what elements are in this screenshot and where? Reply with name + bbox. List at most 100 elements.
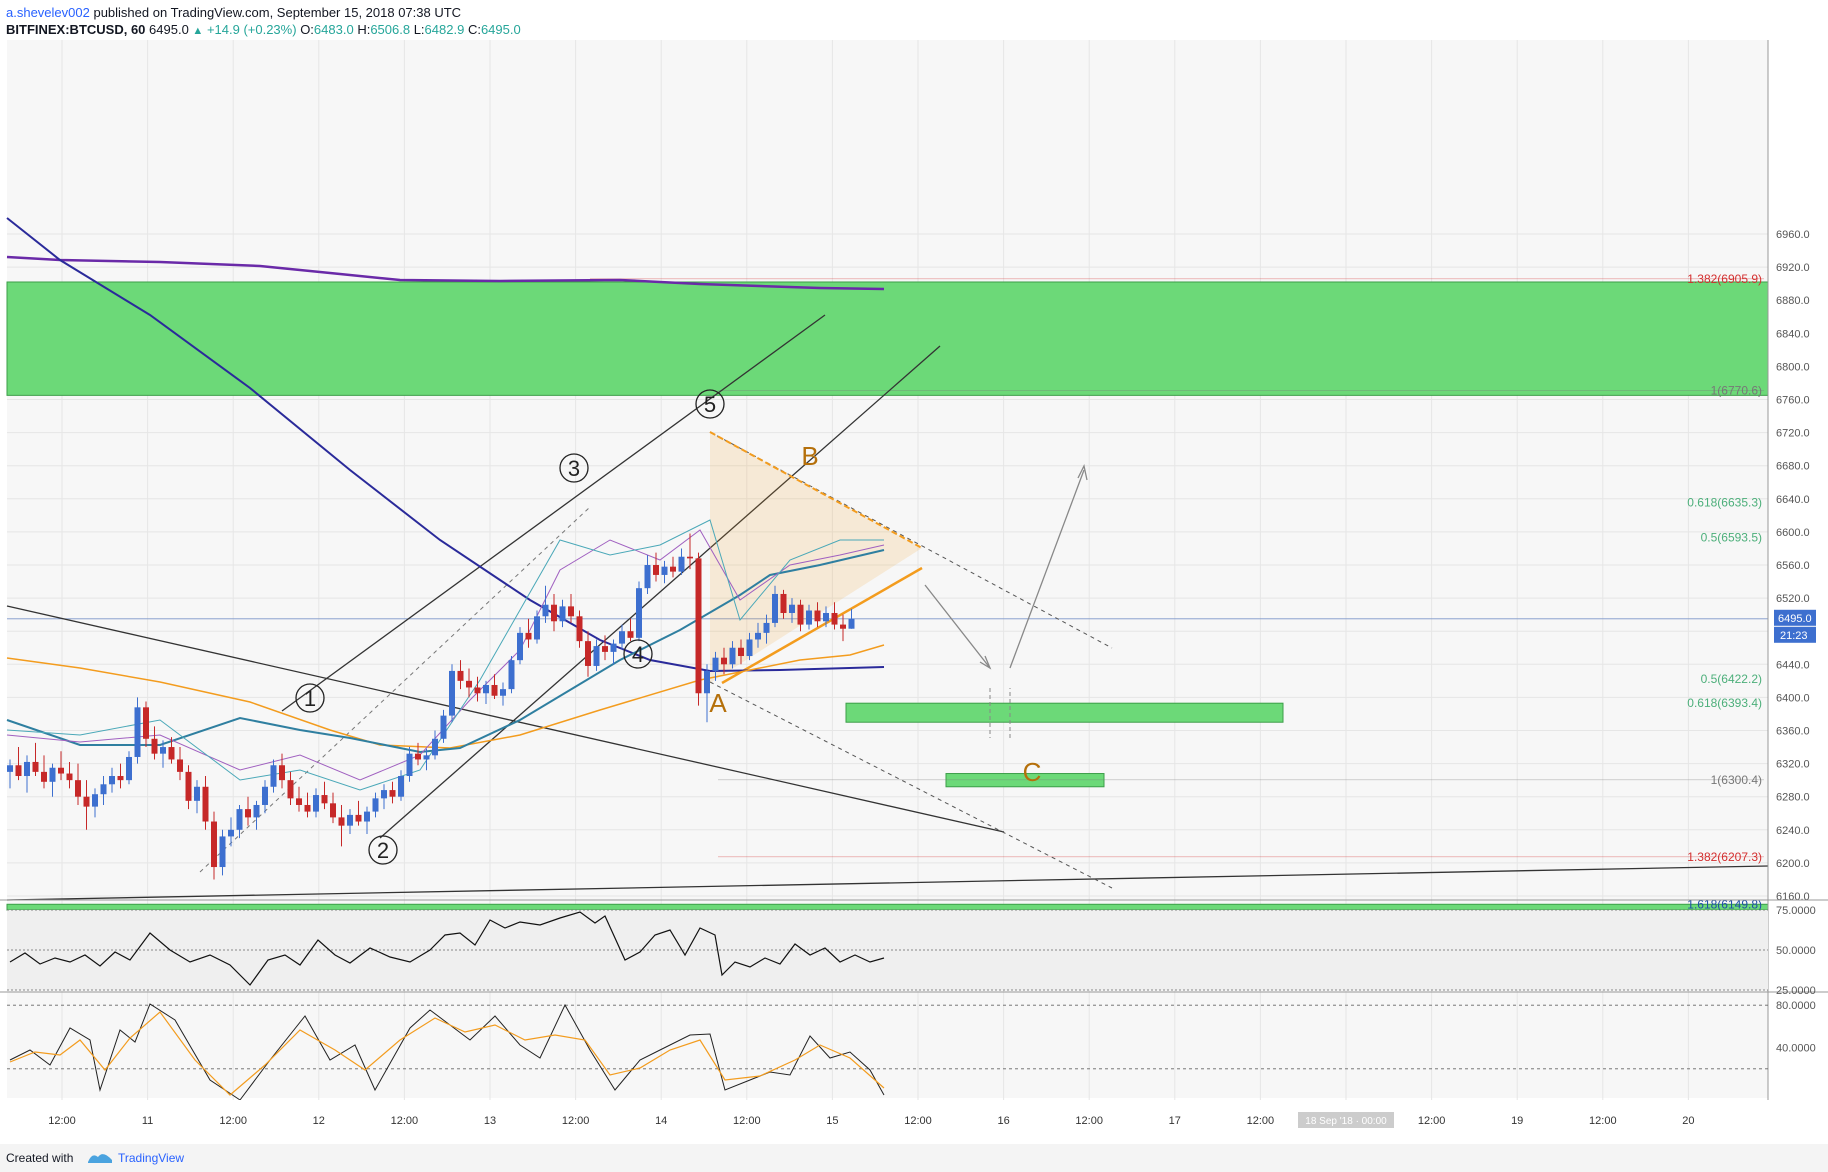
candle-body — [772, 593, 778, 623]
price-tick-label: 6240.0 — [1776, 825, 1810, 837]
wave-label-3: 3 — [568, 456, 580, 481]
candle-body — [279, 765, 285, 781]
wave-label-circle — [623, 639, 653, 669]
wave-label-circle — [368, 835, 398, 865]
candle-body — [576, 616, 583, 642]
time-tick-label: 12:00 — [1589, 1115, 1617, 1127]
candle-body — [330, 803, 336, 818]
candle-body — [66, 773, 73, 781]
triangle-lower-extension — [709, 681, 1113, 889]
long-support-trendline — [6, 865, 1769, 901]
ma-200-line — [6, 255, 885, 291]
stoch-d-line — [9, 1011, 885, 1096]
candle-body — [627, 631, 634, 638]
candle-body — [474, 687, 481, 694]
candle-body — [270, 765, 277, 787]
time-tick-label: 15 — [826, 1115, 838, 1127]
candle-body — [202, 786, 209, 822]
price-tick-label: 6960.0 — [1776, 229, 1810, 241]
price-tick-label: 6920.0 — [1776, 262, 1810, 274]
candle-body — [831, 612, 838, 625]
price-tick-label: 6360.0 — [1776, 726, 1810, 738]
candle-body — [296, 798, 302, 805]
high-label: H: — [357, 22, 371, 37]
candle-body — [24, 761, 30, 777]
wave-label-circle — [559, 453, 589, 483]
price-tick-label: 6520.0 — [1776, 593, 1810, 605]
ma-100-line — [6, 217, 885, 673]
time-tick-label: 11 — [142, 1115, 153, 1127]
candle-body — [253, 804, 260, 818]
candle-body — [15, 765, 22, 777]
candle-body — [440, 715, 447, 739]
candle-body — [780, 593, 787, 613]
time-tick-label: 12:00 — [562, 1115, 590, 1127]
time-tick-label: 12:00 — [1075, 1115, 1103, 1127]
candle-body — [262, 786, 268, 805]
candle-body — [58, 767, 64, 774]
time-tick-label: 12:00 — [1418, 1115, 1446, 1127]
candle-body — [678, 556, 685, 572]
low-label: L: — [413, 22, 425, 37]
candle-body — [364, 811, 370, 822]
countdown-tag — [1774, 626, 1816, 643]
candle-body — [585, 641, 591, 666]
candle-body — [160, 747, 166, 754]
time-tick-label: 12:00 — [48, 1115, 76, 1127]
candle-body — [823, 612, 829, 622]
channel-lower-line — [379, 345, 941, 839]
wave-label-1: 1 — [304, 686, 316, 711]
tradingview-logo-icon — [87, 1149, 113, 1170]
crosshair-date-tag — [1298, 1112, 1394, 1128]
crosshair-date-label: 18 Sep '18 · 00:00 — [1305, 1116, 1387, 1127]
candle-body — [534, 616, 540, 640]
price-chart[interactable]: 6960.0 6920.0 6880.0 6840.0 6800.0 6760.0 6720… — [0, 40, 1828, 1144]
created-with-text: Created with — [6, 1151, 74, 1165]
candle-body — [185, 771, 192, 801]
change-value: +14.9 (+0.23%) — [206, 22, 297, 37]
time-tick-label: 19 — [1511, 1115, 1523, 1127]
published-text: published on TradingView.com, September … — [93, 5, 462, 20]
candle-body — [500, 689, 506, 696]
candle-body — [389, 790, 396, 797]
candle-body — [355, 814, 362, 822]
price-tick-label: 6680.0 — [1776, 461, 1810, 473]
time-tick-label: 14 — [655, 1115, 667, 1127]
support-zone-2 — [945, 773, 1105, 788]
candle-body — [483, 684, 489, 694]
candle-body — [738, 647, 744, 657]
price-tick-label: 6880.0 — [1776, 295, 1810, 307]
symbol-name: BITFINEX:BTCUSD, 60 — [6, 22, 146, 37]
price-tick-label: 6160.0 — [1776, 891, 1810, 903]
price-tick-label: 6560.0 — [1776, 560, 1810, 572]
author-link[interactable]: a.shevelev002 — [6, 5, 90, 20]
candle-body — [789, 604, 795, 613]
candle-body — [704, 670, 710, 694]
candle-body — [559, 606, 566, 622]
close-label: C: — [467, 22, 481, 37]
candle-body — [457, 670, 464, 681]
ma-5-line — [6, 519, 884, 791]
candle-body — [695, 558, 702, 694]
abc-label-C: C — [1023, 757, 1042, 787]
candle-body — [75, 780, 81, 797]
candle-body — [636, 588, 642, 638]
wave-label-5: 5 — [704, 392, 716, 417]
candle-body — [644, 565, 651, 589]
candle-body — [687, 556, 693, 559]
tradingview-link[interactable]: TradingView — [118, 1151, 185, 1165]
candle-body — [321, 795, 328, 804]
fib-level-label: 1(6770.6) — [1711, 384, 1762, 398]
candle-body — [219, 836, 226, 868]
candle-body — [117, 776, 124, 781]
fib-level-label: 1(6300.4) — [1711, 773, 1762, 787]
price-tick-label: 6760.0 — [1776, 395, 1810, 407]
high-value: 6506.8 — [370, 22, 411, 37]
ma-20-line — [6, 549, 885, 754]
candle-body — [491, 684, 498, 696]
candle-body — [542, 604, 549, 617]
projection-arrow-down — [924, 584, 991, 669]
candle-body — [721, 657, 727, 665]
candle-body — [661, 566, 668, 575]
price-tick-label: 6840.0 — [1776, 328, 1810, 340]
